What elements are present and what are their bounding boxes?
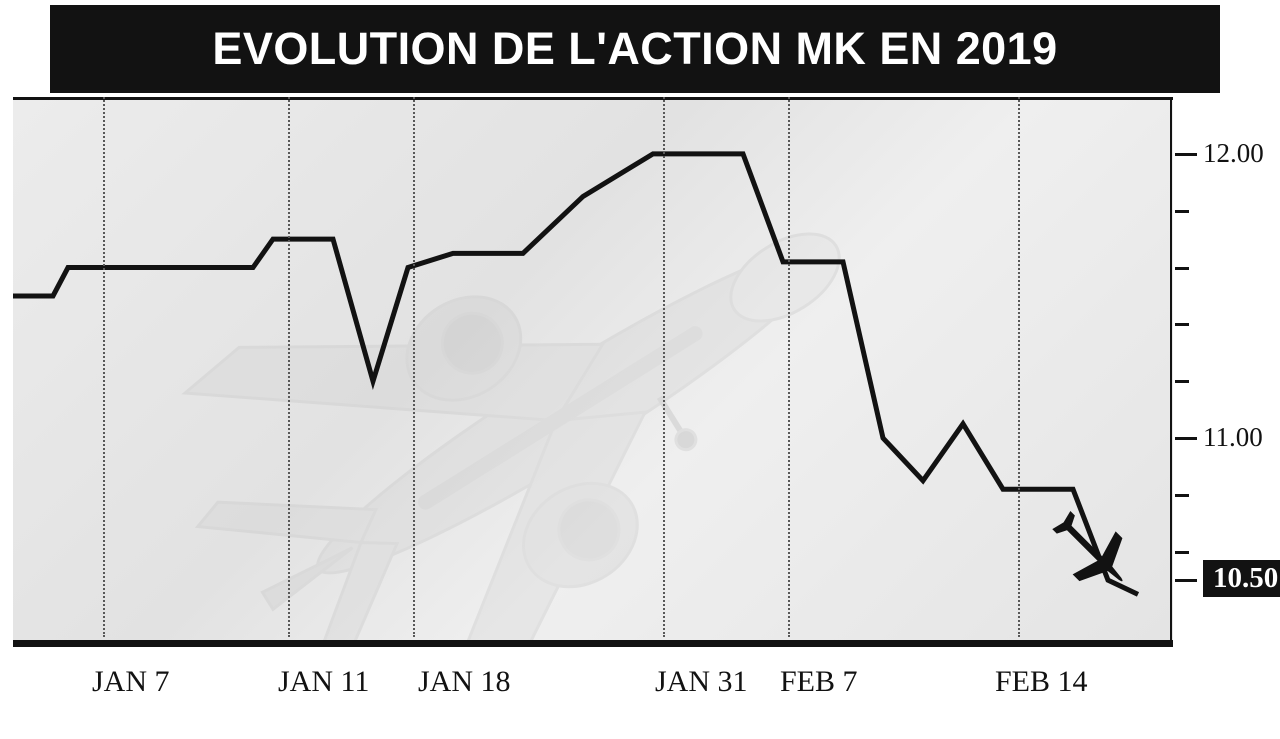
x-axis-label: FEB 7 xyxy=(780,665,858,699)
gridline xyxy=(663,97,665,637)
y-minor-tick xyxy=(1175,267,1189,270)
y-tick xyxy=(1175,437,1197,440)
y-minor-tick xyxy=(1175,551,1189,554)
y-tick xyxy=(1175,153,1197,156)
gridline xyxy=(288,97,290,637)
y-minor-tick xyxy=(1175,380,1189,383)
chart-root: EVOLUTION DE L'ACTION MK EN 2019 xyxy=(0,0,1280,739)
x-axis-label: JAN 7 xyxy=(92,665,170,699)
gridline xyxy=(103,97,105,637)
y-axis-right xyxy=(1170,100,1172,640)
x-axis-label: JAN 11 xyxy=(278,665,369,699)
gridline xyxy=(413,97,415,637)
x-axis-label: JAN 18 xyxy=(418,665,511,699)
chart-title-text: EVOLUTION DE L'ACTION MK EN 2019 xyxy=(212,23,1057,75)
x-axis-label: FEB 14 xyxy=(995,665,1088,699)
y-axis-label-current: 10.50 xyxy=(1203,560,1280,597)
y-tick xyxy=(1175,579,1197,582)
y-minor-tick xyxy=(1175,323,1189,326)
y-axis-label: 12.00 xyxy=(1203,138,1264,169)
chart-title: EVOLUTION DE L'ACTION MK EN 2019 xyxy=(50,5,1220,93)
y-minor-tick xyxy=(1175,494,1189,497)
gridline xyxy=(788,97,790,637)
y-minor-tick xyxy=(1175,210,1189,213)
x-axis-label: JAN 31 xyxy=(655,665,748,699)
plot-area xyxy=(13,97,1173,647)
y-axis-label: 11.00 xyxy=(1203,422,1263,453)
background-plane-art xyxy=(13,100,1173,640)
gridline xyxy=(1018,97,1020,637)
